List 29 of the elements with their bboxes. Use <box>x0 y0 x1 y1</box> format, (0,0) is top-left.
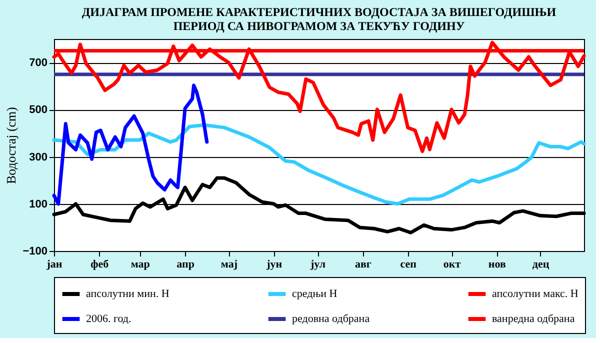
legend-label: редовна одбрана <box>292 313 370 325</box>
x-tick-label: феб <box>90 258 110 270</box>
x-tick-label: дец <box>532 258 550 270</box>
line-series <box>52 84 209 206</box>
y-tick-label: 300 <box>29 151 48 164</box>
y-tick-label: −100 <box>22 246 48 258</box>
x-tick-label: сеп <box>400 258 418 270</box>
y-tick-label: 100 <box>29 198 48 210</box>
x-tick-label: јан <box>46 258 63 270</box>
x-tick-label: апр <box>176 258 194 270</box>
text: ПЕРИОД СА НИВОГРАМОМ ЗА ТЕКУЋУ ГОДИНУ <box>173 19 465 33</box>
x-tick-label: јул <box>310 258 326 270</box>
y-tick-label: 500 <box>29 104 48 116</box>
x-tick-label: мар <box>130 258 150 270</box>
x-tick-label: мај <box>220 258 238 270</box>
legend-label: ванредна одбрана <box>492 313 575 325</box>
legend-label: 2006. год. <box>86 313 132 325</box>
y-axis-title: Водостај (cm) <box>4 106 19 184</box>
x-tick-label: авг <box>354 258 372 270</box>
line-series <box>52 123 586 206</box>
text: ДИЈАГРАМ ПРОМЕНЕ КАРАКТЕРИСТИЧНИХ ВОДОСТАЈА ЗА ВИШЕГОДИШЊИ <box>82 5 556 19</box>
y-tick-label: 700 <box>29 57 48 70</box>
legend-label: апсолутни мин. H <box>86 288 170 300</box>
legend-label: средњи H <box>292 288 338 300</box>
line-series <box>52 40 586 154</box>
x-tick-label: јун <box>266 258 283 270</box>
legend-label: апсолутни макс. H <box>492 288 578 300</box>
x-tick-label: окт <box>443 258 462 270</box>
x-tick-label: нов <box>488 258 506 270</box>
